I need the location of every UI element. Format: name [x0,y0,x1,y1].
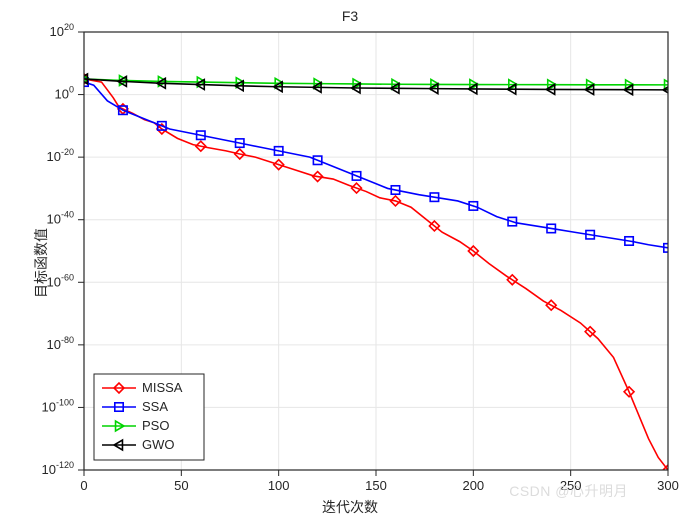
chart-svg: 05010015020025030010-12010-10010-8010-60… [0,0,700,525]
svg-text:300: 300 [657,478,679,493]
legend-item-SSA: SSA [142,399,168,414]
svg-text:50: 50 [174,478,188,493]
legend-item-PSO: PSO [142,418,169,433]
svg-text:200: 200 [462,478,484,493]
legend-item-GWO: GWO [142,437,175,452]
y-axis-label: 目标函数值 [31,228,51,298]
svg-text:10-100: 10-100 [42,397,74,414]
svg-text:100: 100 [55,85,74,102]
chart-container: F3 0 50 100 150 200 250 300 10-120 10-100 10-80 10… [0,0,700,525]
chart-title: F3 [0,8,700,24]
svg-text:10-120: 10-120 [42,460,74,477]
svg-text:150: 150 [365,478,387,493]
svg-text:10-20: 10-20 [47,147,74,164]
svg-text:100: 100 [268,478,290,493]
x-axis-label: 迭代次数 [0,497,700,517]
svg-text:250: 250 [560,478,582,493]
svg-text:10-40: 10-40 [47,210,74,227]
svg-text:0: 0 [80,478,87,493]
legend-item-MISSA: MISSA [142,380,183,395]
svg-text:10-80: 10-80 [47,335,74,352]
svg-text:1020: 1020 [50,22,74,39]
